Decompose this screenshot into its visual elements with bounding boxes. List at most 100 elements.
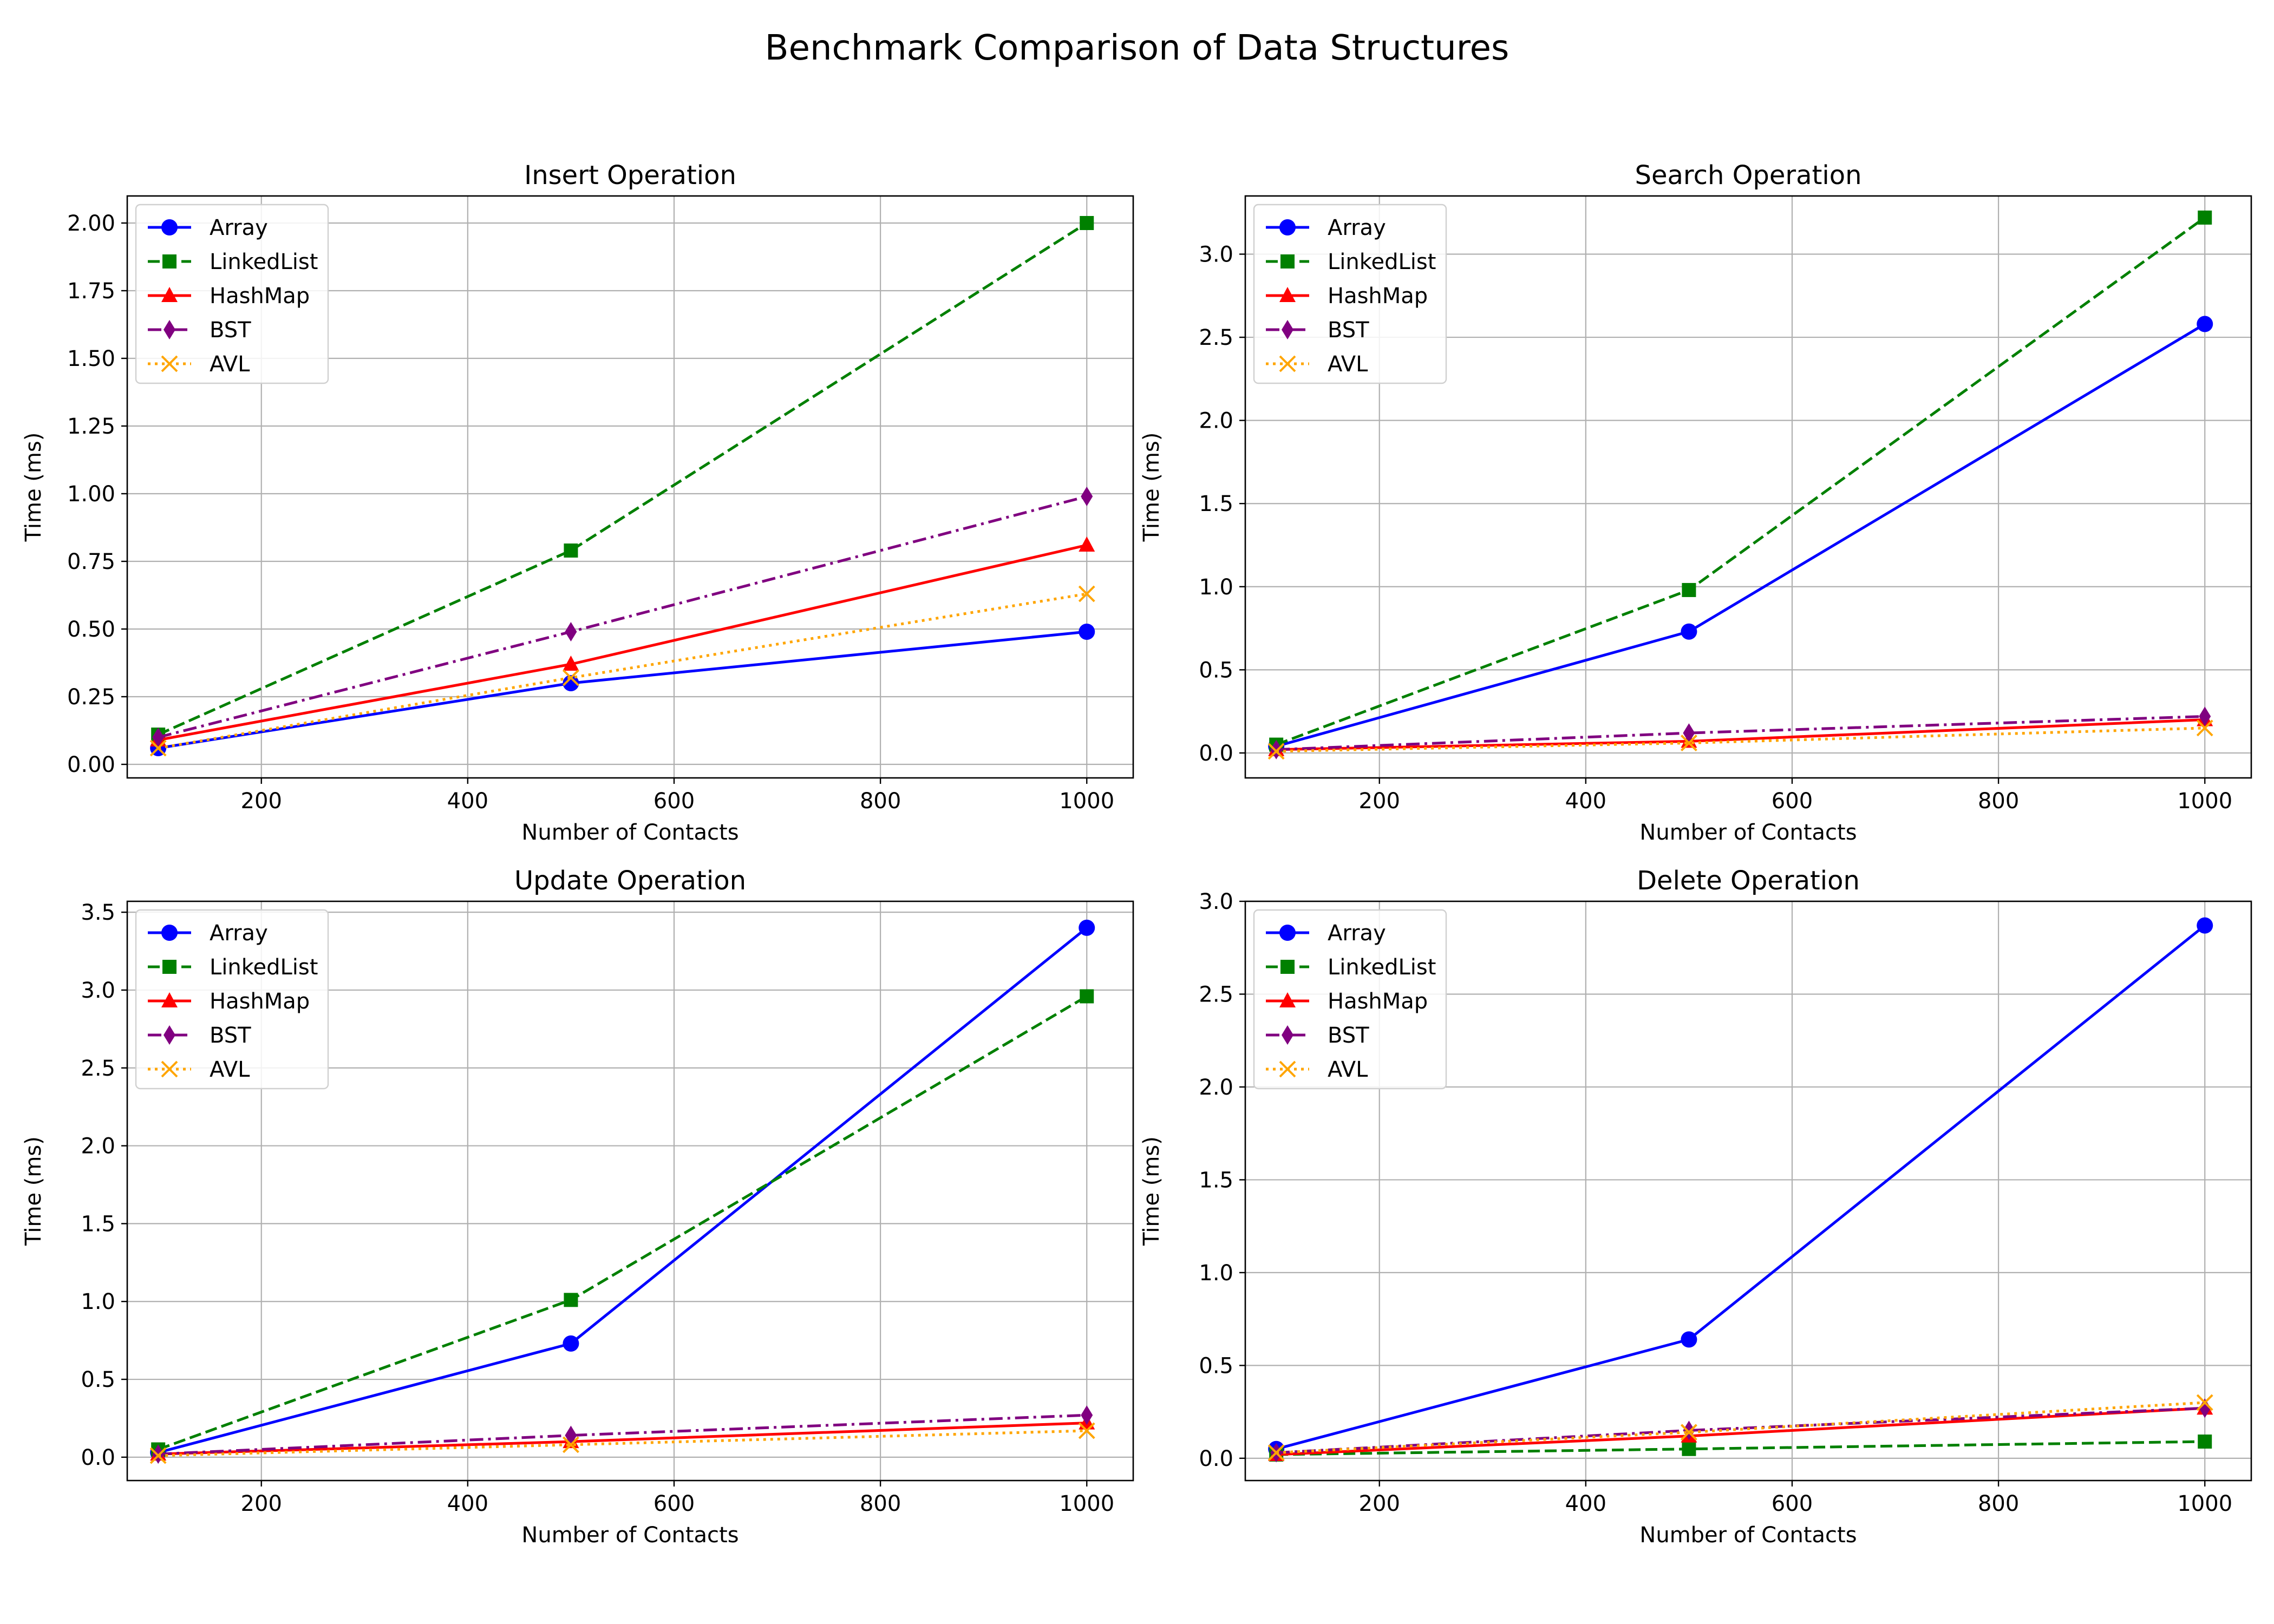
y-tick-label: 2.5: [81, 1056, 115, 1081]
data-point-array: [1079, 624, 1095, 640]
legend-label: LinkedList: [210, 250, 318, 274]
data-point-linkedlist: [1682, 582, 1696, 597]
y-tick-label: 1.25: [67, 414, 115, 439]
legend-entry-bst: BST: [148, 1023, 251, 1048]
legend-label: LinkedList: [210, 955, 318, 980]
data-point-hashmap: [563, 656, 579, 671]
data-point-avl: [149, 739, 167, 757]
legend-marker: [161, 219, 178, 235]
data-point-avl: [1681, 735, 1697, 751]
x-tick-label: 600: [1772, 1491, 1813, 1516]
y-axis-label: Time (ms): [21, 433, 46, 542]
legend-marker: [1279, 355, 1296, 372]
legend-entry-array: Array: [148, 921, 268, 946]
series-avl: [1267, 719, 2213, 760]
series-line-bst: [1276, 1406, 2205, 1455]
legend-entry-hashmap: HashMap: [148, 989, 310, 1014]
legend-label: Array: [1328, 215, 1386, 240]
y-tick-label: 1.5: [81, 1212, 115, 1236]
y-tick-label: 0.0: [81, 1445, 115, 1470]
chart-panel-insert-operation: 200 400 600 800 1000 0.00 0.25 0.50 0.75 1.00 1.25…: [21, 160, 1134, 845]
legend-marker: [1279, 925, 1296, 941]
legend-label: BST: [1328, 1023, 1369, 1048]
data-point-bst: [1081, 1405, 1093, 1425]
series-line-linkedlist: [158, 221, 1088, 736]
x-tick-label: 1000: [2177, 789, 2232, 814]
y-tick-label: 2.5: [1199, 325, 1233, 350]
x-tick-label: 200: [1359, 789, 1400, 814]
legend: Array LinkedList HashMap BST AVL: [1253, 204, 1447, 384]
y-tick-label: 0.5: [1199, 658, 1233, 683]
legend-label: LinkedList: [1328, 250, 1436, 274]
x-tick-label: 1000: [2177, 1491, 2232, 1516]
data-point-avl: [149, 1447, 167, 1464]
legend-label: HashMap: [1328, 989, 1428, 1014]
legend-label: BST: [210, 1023, 251, 1048]
legend-marker: [1280, 960, 1295, 974]
legend-marker: [161, 287, 178, 302]
legend-marker: [164, 1025, 175, 1045]
data-point-array: [1681, 1331, 1697, 1348]
y-tick-label: 0.0: [1199, 1446, 1233, 1471]
y-tick-label: 0.75: [67, 549, 115, 574]
y-tick-label: 0.0: [1199, 741, 1233, 766]
series-avl: [149, 585, 1095, 757]
chart-title: Search Operation: [1635, 160, 1861, 191]
legend-marker: [161, 992, 178, 1007]
data-point-avl: [2196, 1394, 2213, 1411]
legend-marker: [162, 960, 177, 974]
chart-title: Update Operation: [514, 866, 746, 896]
x-axis-label: Number of Contacts: [521, 1523, 739, 1548]
legend-entry-linkedlist: LinkedList: [148, 250, 318, 274]
y-tick-label: 3.0: [1199, 243, 1233, 267]
y-tick-label: 2.0: [81, 1134, 115, 1159]
y-tick-label: 0.5: [81, 1367, 115, 1392]
x-tick-label: 200: [1359, 1491, 1400, 1516]
legend-label: BST: [1328, 318, 1369, 343]
y-tick-label: 1.50: [67, 346, 115, 371]
chart-panels: 200 400 600 800 1000 0.00 0.25 0.50 0.75 1.00 1.25…: [21, 160, 2252, 1548]
x-tick-label: 600: [654, 1491, 695, 1516]
x-tick-label: 200: [241, 1491, 282, 1516]
x-tick-label: 600: [1772, 789, 1813, 814]
y-tick-label: 0.00: [67, 752, 115, 777]
legend-label: Array: [1328, 921, 1386, 946]
legend-box: [1253, 909, 1447, 1090]
y-tick-label: 1.75: [67, 279, 115, 304]
x-axis-label: Number of Contacts: [1639, 820, 1857, 845]
legend-marker: [161, 355, 178, 372]
y-tick-label: 2.00: [67, 211, 115, 236]
legend-box: [135, 909, 329, 1090]
legend-marker: [1279, 992, 1296, 1007]
legend-marker: [1282, 320, 1293, 339]
chart-panel-search-operation: 200 400 600 800 1000 0.0 0.5 1.0 1.5 2.0 2.5 3.0 Sea…: [1139, 160, 2252, 845]
axes-frame: [126, 900, 1134, 1482]
data-point-bst: [565, 622, 577, 641]
data-point-avl: [563, 1436, 579, 1453]
figure-title: Benchmark Comparison of Data Structures: [765, 28, 1510, 68]
legend-entry-linkedlist: LinkedList: [148, 955, 318, 980]
data-point-bst: [152, 728, 165, 747]
y-tick-label: 1.0: [1199, 575, 1233, 600]
chart-title: Insert Operation: [524, 160, 736, 191]
y-tick-label: 1.5: [1199, 1168, 1233, 1193]
series-avl: [149, 1422, 1095, 1464]
legend-label: AVL: [210, 1057, 250, 1082]
data-point-linkedlist: [564, 543, 578, 558]
x-tick-label: 800: [1978, 789, 2019, 814]
data-point-hashmap: [1079, 536, 1095, 552]
legend-entry-hashmap: HashMap: [1266, 989, 1428, 1014]
legend-label: BST: [210, 318, 251, 343]
y-tick-label: 1.0: [1199, 1261, 1233, 1286]
data-point-bst: [1683, 723, 1695, 743]
legend-marker: [1282, 1025, 1293, 1045]
series-line-bst: [1276, 715, 2205, 751]
y-tick-label: 2.5: [1199, 982, 1233, 1007]
data-point-bst: [1081, 487, 1093, 506]
data-point-avl: [1078, 1422, 1095, 1439]
legend-entry-linkedlist: LinkedList: [1266, 955, 1436, 980]
legend-label: AVL: [210, 352, 250, 377]
y-tick-label: 2.0: [1199, 409, 1233, 434]
data-point-array: [2197, 917, 2213, 934]
